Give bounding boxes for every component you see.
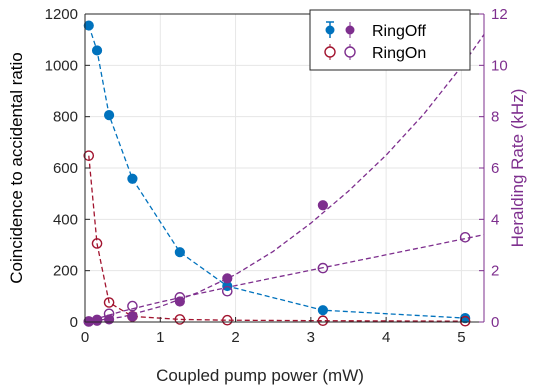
car-ringon-point [459,315,471,327]
rate-ringon-fit-line [84,234,485,323]
legend-entry-ringon: RingOn [324,44,426,62]
y-left-tick-label: 400 [53,211,78,228]
y-left-tick-label: 800 [53,109,78,126]
legend-ringon-label: RingOn [372,45,426,62]
car-ringon-point [83,150,95,161]
legend-box [309,9,471,71]
rate-ringon-point [127,300,138,312]
car-ringon-point [221,314,233,326]
legend-ringoff-label: RingOff [372,23,427,40]
y-axis-right-label: Heralding Rate (kHz) [508,89,527,248]
legend-ringon-marker-red [324,46,336,58]
x-tick-label: 1 [156,329,164,346]
x-tick-label: 0 [81,329,89,346]
legend-entry-ringoff: RingOff [325,21,427,40]
car-ringoff-point [83,20,94,31]
legend: RingOff RingOn [309,9,471,71]
y-right-tick-label: 12 [491,6,508,23]
rate-ringoff-fit-line [84,34,485,323]
car-ringoff-point [174,247,185,258]
legend-ringon-marker-purple [344,46,356,58]
legend-ringoff-marker-purple [345,25,355,35]
car-ringon-fit-line [88,155,466,322]
x-tick-label: 2 [231,329,239,346]
y-right-tick-label: 8 [491,109,499,126]
rate-ringon-point [83,316,95,327]
y-left-tick-label: 1000 [45,57,78,74]
y-left-tick-label: 0 [70,314,78,331]
rate-ringoff-point [317,200,328,211]
y-left-tick-label: 1200 [45,6,78,23]
trend-lines [84,25,485,323]
y-right-tick-label: 2 [491,263,499,280]
car-ringon-point [103,297,115,308]
car-ringoff-point [127,173,138,184]
x-axis-label: Coupled pump power (mW) [156,366,364,385]
car-ringoff-point [103,110,115,121]
y-axis-left-label: Coincidence to accidental ratio [7,52,26,284]
y-right-tick-label: 6 [491,160,499,177]
car-ringoff-point [91,45,103,56]
y-right-tick-label: 4 [491,211,499,228]
y-left-tick-label: 200 [53,263,78,280]
car-ringon-point [317,315,329,327]
grid [84,13,484,323]
y-left-tick-label: 600 [53,160,78,177]
car-ringoff-fit-line [88,25,466,319]
rate-ringoff-point [127,311,138,322]
rate-ringon-point [317,262,329,274]
car-ringoff-point [460,313,471,324]
x-tick-label: 5 [457,329,465,346]
rate-ringoff-point [222,273,233,284]
car-ringon-point [174,314,186,325]
rate-ringon-point [221,285,233,297]
rate-ringon-point [91,314,103,326]
car-ringoff-point [317,305,328,316]
y-right-tick-label: 10 [491,57,508,74]
y-right-tick-label: 0 [491,314,499,331]
rate-ringon-point [103,308,115,320]
x-tick-label: 4 [382,329,390,346]
x-tick-label: 3 [307,329,315,346]
rate-ringon-point [459,231,471,243]
legend-ringoff-marker-blue [325,25,335,35]
rate-ringon-point [174,292,186,303]
car-ringon-point [91,238,103,249]
